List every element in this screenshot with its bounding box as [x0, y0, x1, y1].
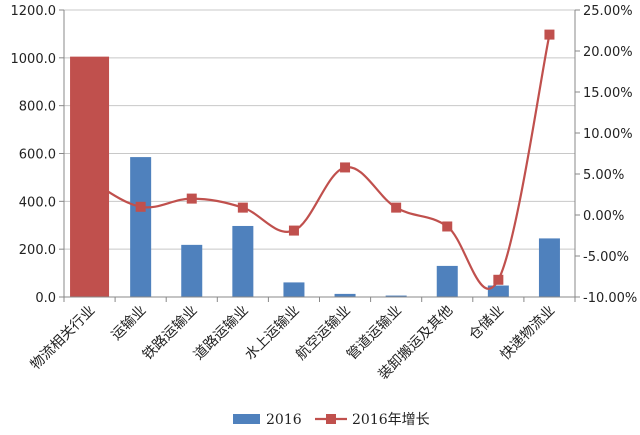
bar [538, 238, 560, 297]
category-label: 快递物流业 [497, 303, 558, 364]
bar [130, 157, 152, 297]
legend: 2016 2016年增长 [233, 412, 430, 428]
left-tick-label: 400.0 [19, 195, 56, 210]
bar-series [70, 56, 560, 298]
growth-marker [186, 193, 197, 204]
growth-marker [135, 201, 146, 212]
right-tick-label: 5.00% [583, 168, 624, 183]
axes [59, 9, 580, 302]
category-label: 水上运输业 [242, 303, 303, 364]
bar [436, 265, 458, 297]
right-tick-label: 15.00% [583, 86, 633, 101]
bar [70, 56, 110, 298]
left-tick-label: 800.0 [19, 100, 56, 115]
left-tick-label: 1200.0 [11, 4, 57, 19]
bar [385, 295, 407, 297]
category-label: 仓储业 [466, 303, 507, 344]
legend-label-growth: 2016年增长 [352, 412, 430, 428]
left-tick-label: 0.0 [35, 291, 56, 306]
growth-marker [442, 221, 453, 232]
legend-label-2016: 2016 [266, 412, 302, 428]
right-tick-label: 10.00% [583, 127, 633, 142]
growth-marker [391, 202, 402, 213]
right-tick-label: 20.00% [583, 45, 633, 60]
category-label: 铁路运输业 [140, 303, 201, 364]
legend-swatch-2016 [233, 414, 260, 424]
growth-line [89, 34, 551, 290]
category-label: 物流相关行业 [28, 303, 99, 374]
growth-marker [493, 274, 504, 285]
tick-labels: 0.0 200.0 400.0 600.0 800.0 1000.0 1200.0 -10.0… [11, 4, 638, 306]
category-labels: 物流相关行业 运输业铁路运输业道路运输业水上运输业航空运输业管道运输业装卸搬运及其… [28, 303, 559, 384]
left-tick-label: 600.0 [19, 148, 56, 163]
growth-line-series [89, 29, 555, 290]
growth-marker [340, 162, 351, 173]
right-tick-label: -10.00% [583, 291, 637, 306]
growth-marker [544, 29, 555, 40]
left-tick-label: 200.0 [19, 243, 56, 258]
legend-marker-growth [326, 414, 336, 424]
growth-marker [288, 225, 299, 236]
bar [232, 225, 254, 297]
bar [334, 293, 356, 297]
category-label: 运输业 [108, 303, 149, 344]
bar [283, 282, 305, 297]
right-tick-label: 25.00% [583, 4, 633, 19]
left-tick-label: 1000.0 [11, 52, 57, 67]
growth-marker [237, 202, 248, 213]
bar [487, 285, 509, 297]
bar [181, 244, 203, 297]
right-tick-label: 0.00% [583, 209, 624, 224]
right-tick-label: -5.00% [583, 250, 629, 265]
category-label: 道路运输业 [191, 303, 252, 364]
category-label: 航空运输业 [293, 303, 354, 364]
